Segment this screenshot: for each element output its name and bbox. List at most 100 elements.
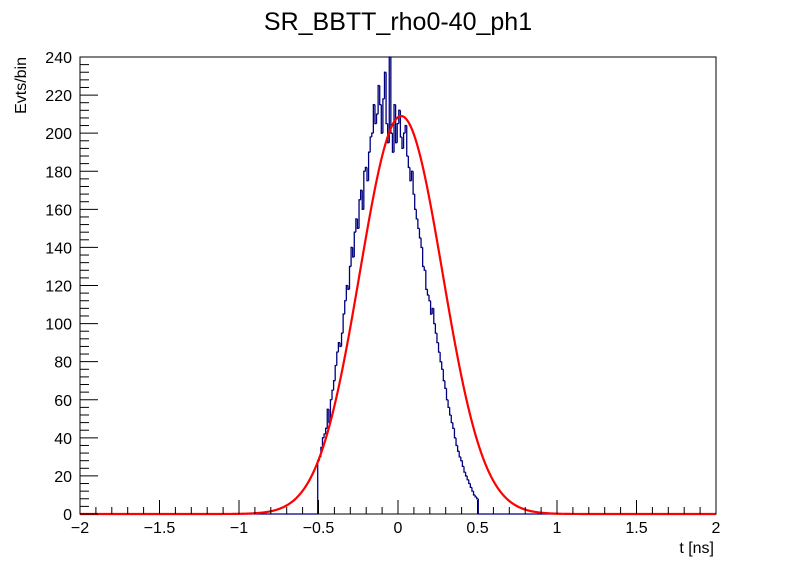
histogram-bin xyxy=(402,132,406,149)
histogram-bin xyxy=(426,289,430,296)
histogram-bin xyxy=(468,479,471,485)
histogram-bin xyxy=(409,167,412,182)
histogram-bin xyxy=(371,132,374,137)
histogram-bin xyxy=(441,361,444,370)
histogram-bin xyxy=(449,407,452,416)
histogram-bin xyxy=(439,352,442,363)
histogram-bin xyxy=(396,122,399,143)
histogram-bin xyxy=(374,104,377,125)
histogram-bin xyxy=(458,451,461,458)
y-tick-label: 200 xyxy=(45,126,72,143)
histogram-bin xyxy=(412,171,415,195)
histogram-bin xyxy=(472,491,476,496)
y-tick-label: 120 xyxy=(45,279,72,296)
histogram-bin xyxy=(471,487,474,492)
histogram-bin xyxy=(474,494,477,498)
histogram-bin xyxy=(442,369,445,382)
histogram-bin xyxy=(394,104,398,144)
histogram-bin xyxy=(418,228,422,239)
y-tick-label: 140 xyxy=(45,240,72,257)
x-tick-label: −2 xyxy=(71,520,89,537)
y-axis-label: Evts/bin xyxy=(13,57,30,114)
histogram-bin xyxy=(393,103,396,153)
plot-frame xyxy=(79,56,717,515)
histogram-bin xyxy=(334,364,337,381)
histogram-bin xyxy=(437,342,441,353)
histogram-bin xyxy=(355,218,358,233)
histogram-bin xyxy=(444,380,447,389)
y-tick-label: 240 xyxy=(45,50,72,67)
histogram-bin xyxy=(433,308,436,325)
histogram-bin xyxy=(450,414,453,424)
histogram-bin xyxy=(436,333,439,344)
x-tick-label: 1.5 xyxy=(625,520,647,537)
histogram-bin xyxy=(363,170,366,210)
histogram-bin xyxy=(336,351,339,366)
histogram-bin xyxy=(331,389,334,400)
histogram-bin xyxy=(460,456,463,462)
histogram-bin xyxy=(461,460,464,468)
histogram-bin xyxy=(340,332,344,347)
x-tick-label: −1.5 xyxy=(144,520,176,537)
histogram-bin xyxy=(375,113,379,124)
y-tick-label: 60 xyxy=(54,393,72,410)
x-tick-label: −0.5 xyxy=(303,520,335,537)
chart-title: SR_BBTT_rho0-40_ph1 xyxy=(264,8,532,36)
y-tick-label: 40 xyxy=(54,431,72,448)
histogram-bin xyxy=(425,270,428,290)
y-tick-label: 20 xyxy=(54,469,72,486)
histogram-bin xyxy=(407,156,410,169)
histogram-bin xyxy=(476,496,479,500)
histogram-bin xyxy=(352,247,355,258)
histogram-bin xyxy=(447,399,450,409)
histogram-layer xyxy=(80,56,716,515)
histogram-bin xyxy=(453,428,457,439)
y-tick-label: 0 xyxy=(63,507,72,524)
histogram-bin xyxy=(387,123,390,144)
y-tick-label: 220 xyxy=(45,88,72,105)
histogram-bin xyxy=(421,247,425,268)
histogram-bin xyxy=(452,422,455,429)
histogram-bin xyxy=(366,167,369,182)
y-tick-label: 100 xyxy=(45,317,72,334)
histogram-bin xyxy=(445,388,449,401)
histogram-bin xyxy=(385,72,388,125)
histogram-bin xyxy=(455,437,458,447)
histogram-bin xyxy=(423,266,426,271)
x-tick-label: 0 xyxy=(394,520,403,537)
x-tick-label: 1 xyxy=(553,520,562,537)
histogram-bin xyxy=(464,472,468,477)
x-tick-label: 2 xyxy=(712,520,721,537)
histogram-bin xyxy=(325,427,328,435)
histogram-bin xyxy=(415,209,418,220)
y-tick-label: 80 xyxy=(54,355,72,372)
x-axis-label: t [ns] xyxy=(679,540,714,557)
histogram-bin xyxy=(456,445,460,452)
histogram-bin xyxy=(399,110,402,138)
histogram-bin xyxy=(429,300,433,315)
histogram-bin xyxy=(367,151,371,181)
histogram-bin xyxy=(379,85,382,106)
x-tick-label: −1 xyxy=(230,520,248,537)
histogram-bin xyxy=(420,237,423,249)
histogram-bin xyxy=(332,380,336,391)
histogram-bin xyxy=(414,194,417,210)
histogram-bin xyxy=(383,71,387,99)
histogram-bin xyxy=(390,57,393,134)
histogram-bin xyxy=(380,104,383,134)
histogram-bin xyxy=(342,313,345,334)
histogram-bin xyxy=(353,231,356,257)
histogram-bin xyxy=(463,466,466,473)
histogram-bin xyxy=(348,265,352,290)
histogram-bin xyxy=(369,136,372,153)
histogram-bin xyxy=(372,103,375,134)
histogram-bin xyxy=(344,300,347,315)
histogram-bin xyxy=(469,483,472,488)
y-tick-label: 160 xyxy=(45,202,72,219)
histogram-bin xyxy=(466,475,469,481)
histogram-bin xyxy=(428,295,431,302)
histogram-bin xyxy=(434,323,437,334)
fit-layer xyxy=(80,114,716,516)
histogram-bin xyxy=(358,199,361,229)
